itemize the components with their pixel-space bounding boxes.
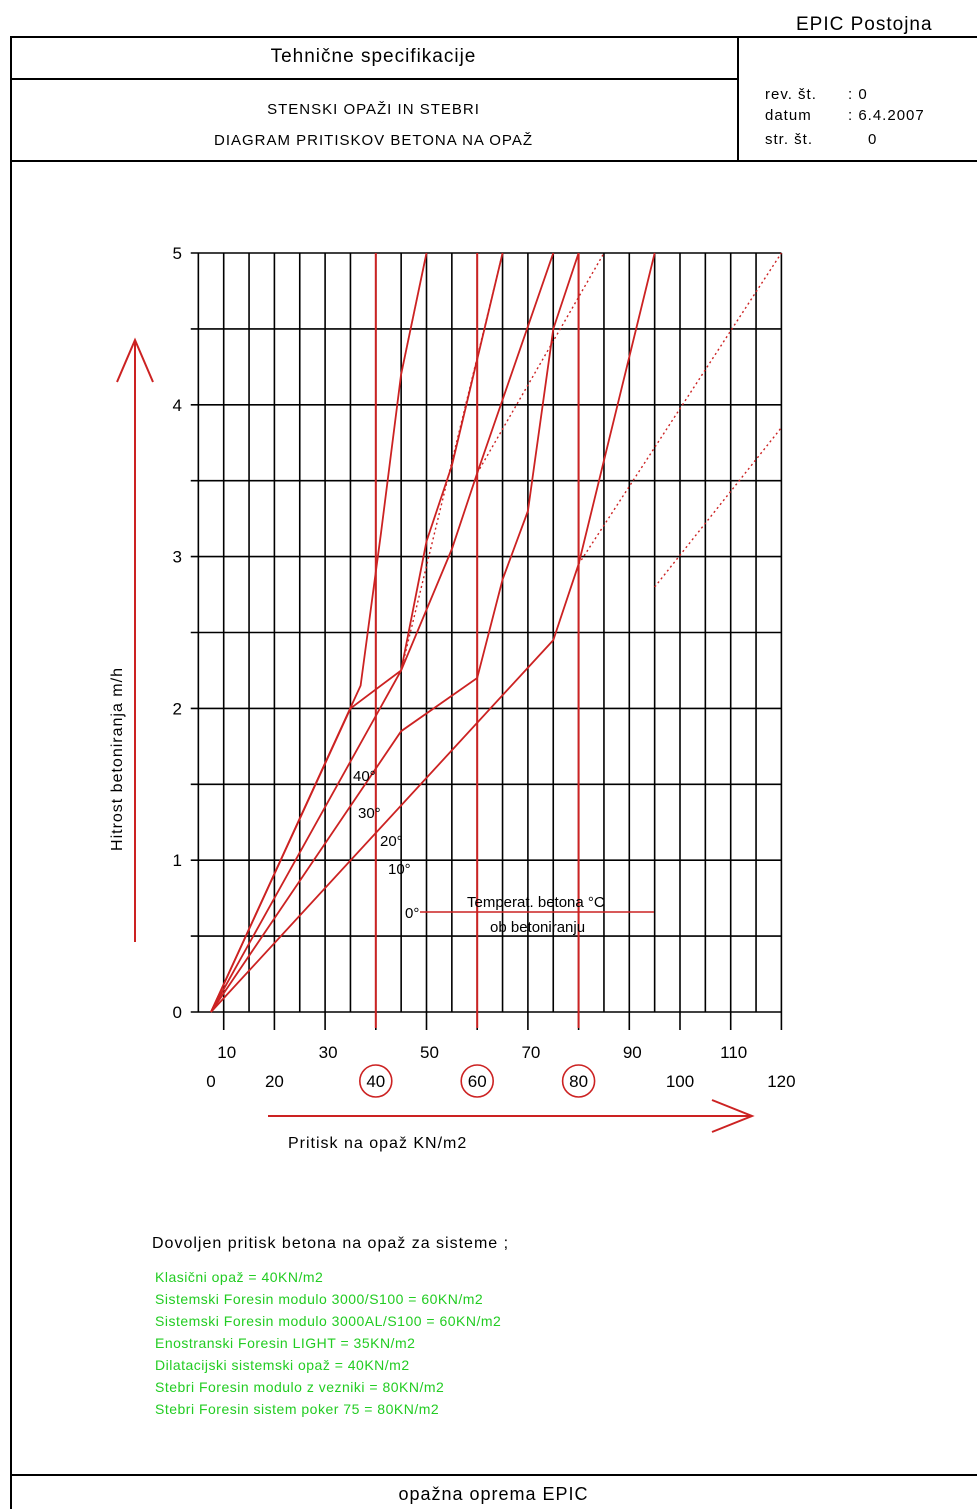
x-tick-label-upper: 50 xyxy=(420,1043,439,1062)
legend-title-line2: ob betoniranju xyxy=(490,919,585,936)
sheet-frame xyxy=(10,36,977,1509)
series-label-20°: 20° xyxy=(380,833,403,850)
y-tick-label: 5 xyxy=(173,244,182,263)
curve-extension-20° xyxy=(476,252,605,474)
subtitle-line2: DIAGRAM PRITISKOV BETONA NA OPAŽ xyxy=(213,132,533,149)
x-tick-label-lower: 80 xyxy=(569,1072,588,1091)
y-axis-arrow-head xyxy=(116,337,154,383)
y-tick-label: 3 xyxy=(173,548,182,567)
y-axis-label: Hitrost betoniranja m/h xyxy=(109,667,126,851)
x-tick-label-upper: 110 xyxy=(720,1043,747,1062)
company-name: EPIC Postojna xyxy=(796,14,933,35)
footer-text: opažna oprema EPIC xyxy=(398,1484,589,1504)
pressure-diagram-chart: 0 1 2 3 4 5 10 30 50 70 90 110 0 20 40 60 80 100 120 40° 30… xyxy=(116,244,796,1133)
x-axis-arrow-head xyxy=(711,1099,755,1133)
x-tick-label-upper: 10 xyxy=(217,1043,236,1062)
x-tick-label-upper: 30 xyxy=(319,1043,338,1062)
x-tick-label-lower: 100 xyxy=(666,1072,694,1091)
header-divider xyxy=(10,78,737,80)
series-label-0°: 0° xyxy=(405,905,419,922)
curve-extension-0° xyxy=(654,427,782,588)
rev-value: : 0 xyxy=(848,86,868,103)
footer-top-border xyxy=(10,1474,977,1476)
highlight-circle-40 xyxy=(358,1064,393,1098)
x-tick-label-lower: 0 xyxy=(206,1072,215,1091)
notes-heading: Dovoljen pritisk betona na opaž za siste… xyxy=(152,1235,510,1252)
curve-extension-10° xyxy=(578,252,782,565)
subtitle-line1: STENSKI OPAŽI IN STEBRI xyxy=(267,101,480,118)
chart-annotations: 40° 30° 20° 10° 0° Temperat. betona °C ob beto… xyxy=(116,337,755,1133)
spec-item: Dilatacijski sistemski opaž = 40KN/m2 xyxy=(155,1357,410,1373)
page-title: Tehnične specifikacije xyxy=(270,46,477,67)
y-tick-label: 0 xyxy=(173,1003,182,1022)
header-bottom-border xyxy=(10,160,977,162)
header-info-divider xyxy=(737,36,739,161)
axis-ticks: 0 1 2 3 4 5 10 30 50 70 90 110 0 20 40 60 80 100 120 xyxy=(173,244,796,1098)
spec-list: Klasični opaž = 40KN/m2 Sistemski Foresi… xyxy=(155,1266,501,1420)
y-tick-label: 4 xyxy=(173,396,182,415)
spec-item: Sistemski Foresin modulo 3000/S100 = 60K… xyxy=(155,1291,484,1307)
reference-lines xyxy=(374,253,580,1028)
series-label-30°: 30° xyxy=(358,805,381,822)
spec-item: Stebri Foresin sistem poker 75 = 80KN/m2 xyxy=(155,1401,440,1417)
date-value: : 6.4.2007 xyxy=(848,107,925,124)
highlight-circle-80 xyxy=(561,1064,596,1098)
curve-10° xyxy=(210,252,580,1013)
page-number-value: 0 xyxy=(868,131,878,148)
x-tick-label-lower: 120 xyxy=(767,1072,795,1091)
rev-label: rev. št. xyxy=(765,86,817,103)
x-axis-label: Pritisk na opaž KN/m2 xyxy=(288,1135,468,1152)
x-tick-label-upper: 70 xyxy=(521,1043,540,1062)
x-tick-label-lower: 60 xyxy=(468,1072,487,1091)
curve-30° xyxy=(210,252,504,1013)
spec-item: Stebri Foresin modulo z vezniki = 80KN/m… xyxy=(155,1379,445,1395)
date-label: datum xyxy=(765,107,812,124)
x-tick-label-lower: 20 xyxy=(265,1072,284,1091)
series-label-40°: 40° xyxy=(353,768,376,785)
y-tick-label: 1 xyxy=(173,851,182,870)
x-tick-label-lower: 40 xyxy=(366,1072,385,1091)
spec-item: Enostranski Foresin LIGHT = 35KN/m2 xyxy=(155,1335,416,1351)
curve-0° xyxy=(210,252,656,1013)
legend-title-line1: Temperat. betona °C xyxy=(467,894,605,911)
curve-extensions xyxy=(400,252,782,671)
x-tick-label-upper: 90 xyxy=(623,1043,642,1062)
page-number-label: str. št. xyxy=(765,131,814,148)
temperature-curves xyxy=(210,252,656,1013)
curve-extension-30° xyxy=(400,252,504,671)
y-tick-label: 2 xyxy=(173,699,182,718)
spec-item: Klasični opaž = 40KN/m2 xyxy=(155,1269,324,1285)
highlight-circle-60 xyxy=(460,1064,495,1098)
spec-item: Sistemski Foresin modulo 3000AL/S100 = 6… xyxy=(155,1313,502,1329)
curve-20° xyxy=(210,252,555,1013)
series-label-10°: 10° xyxy=(388,861,411,878)
